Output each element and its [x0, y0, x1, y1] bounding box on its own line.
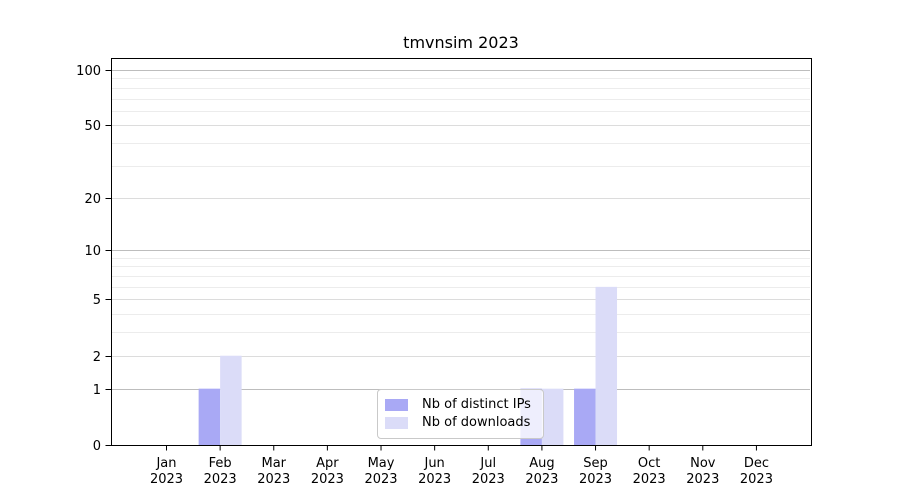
x-tick-label-month: Apr	[316, 456, 339, 471]
x-tick-label-month: May	[368, 456, 395, 471]
x-tick-label-year: 2023	[633, 472, 666, 487]
legend: Nb of distinct IPs Nb of downloads	[377, 389, 544, 439]
x-tick-label-year: 2023	[364, 472, 397, 487]
x-tick-label-month: Oct	[638, 456, 660, 471]
y-tick-label: 50	[84, 119, 101, 134]
x-tick-label-month: Jul	[479, 456, 496, 471]
x-tick-label-year: 2023	[418, 472, 451, 487]
x-tick-label-year: 2023	[525, 472, 558, 487]
x-tick-label-year: 2023	[150, 472, 183, 487]
legend-item-distinct-ips: Nb of distinct IPs	[385, 398, 543, 411]
x-tick-label-year: 2023	[579, 472, 612, 487]
legend-label-distinct-ips: Nb of distinct IPs	[422, 397, 531, 412]
bar-distinct-ips-sep	[574, 388, 596, 445]
legend-swatch-downloads	[385, 416, 408, 429]
x-tick-label-month: Aug	[529, 456, 554, 471]
y-tick-label: 2	[93, 350, 101, 365]
x-tick-label-year: 2023	[472, 472, 505, 487]
bar-downloads-feb	[220, 355, 242, 445]
x-tick-label-month: Sep	[583, 456, 608, 471]
legend-swatch-distinct-ips	[385, 398, 408, 411]
x-tick-label-year: 2023	[257, 472, 290, 487]
x-tick-label-month: Feb	[209, 456, 232, 471]
plot-border	[111, 58, 812, 446]
bar-downloads-sep	[595, 286, 618, 445]
y-tick-label: 1	[93, 383, 101, 398]
legend-item-downloads: Nb of downloads	[385, 416, 543, 429]
chart-title: tmvnsim 2023	[403, 33, 519, 52]
x-tick-label-month: Dec	[744, 456, 769, 471]
x-tick-label-month: Nov	[690, 456, 716, 471]
y-tick-label: 0	[93, 439, 101, 454]
y-tick-label: 100	[76, 64, 101, 79]
x-tick-label-month: Jun	[423, 456, 444, 471]
x-tick-label-year: 2023	[311, 472, 344, 487]
bar-downloads-aug	[541, 388, 564, 445]
x-tick-label-month: Jan	[155, 456, 176, 471]
legend-label-downloads: Nb of downloads	[422, 415, 531, 430]
y-tick-label: 5	[93, 293, 101, 308]
y-tick-label: 10	[84, 244, 101, 259]
bar-distinct-ips-feb	[198, 388, 221, 445]
x-tick-label-month: Mar	[261, 456, 286, 471]
x-tick-label-year: 2023	[686, 472, 719, 487]
y-tick-label: 20	[84, 192, 101, 207]
x-tick-label-year: 2023	[740, 472, 773, 487]
x-tick-label-year: 2023	[204, 472, 237, 487]
